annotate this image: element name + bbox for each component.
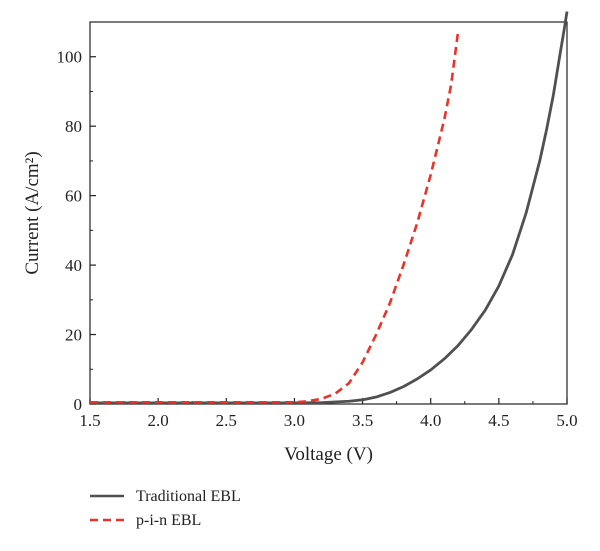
x-axis-label: Voltage (V): [284, 444, 373, 465]
x-tick-label: 2.5: [216, 411, 237, 430]
x-tick-label: 2.0: [148, 411, 169, 430]
y-tick-label: 80: [65, 117, 82, 136]
y-tick-label: 60: [65, 187, 82, 206]
x-axis: 1.5 2.0 2.5 3.0 3.5 4.0 4.5 5.0: [79, 398, 578, 430]
x-tick-label: 3.0: [284, 411, 305, 430]
y-tick-label: 20: [65, 326, 82, 345]
series-line-pin-ebl: [90, 32, 460, 404]
x-tick-label: 3.5: [352, 411, 373, 430]
y-tick-label: 100: [57, 48, 83, 67]
y-axis: 0 20 40 60 80 100: [57, 48, 96, 414]
y-tick-label: 0: [74, 395, 83, 414]
x-tick-label: 4.5: [488, 411, 509, 430]
y-axis-label: Current (A/cm²): [22, 151, 43, 274]
series-line-traditional-ebl: [90, 11, 569, 404]
x-tick-label: 4.0: [420, 411, 441, 430]
legend-label-pin-ebl: p-i-n EBL: [136, 512, 201, 529]
y-tick-label: 40: [65, 256, 82, 275]
legend: Traditional EBL p-i-n EBL: [90, 488, 241, 529]
x-tick-label: 5.0: [556, 411, 577, 430]
x-tick-label: 1.5: [79, 411, 100, 430]
plot-frame: [89, 21, 568, 405]
series-layer: [90, 11, 569, 404]
legend-label-traditional-ebl: Traditional EBL: [136, 488, 241, 505]
